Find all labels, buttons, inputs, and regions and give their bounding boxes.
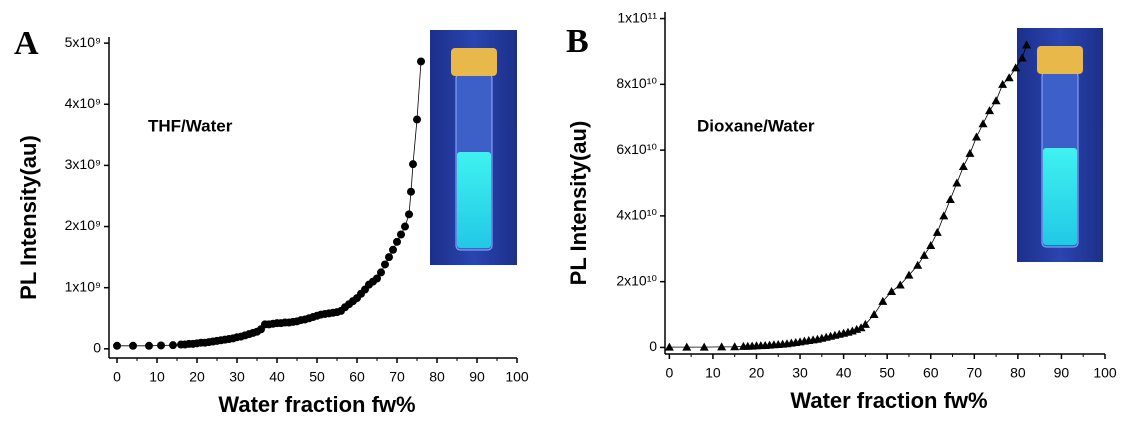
y-axis-label: PL Intensity(au) <box>566 121 591 286</box>
y-tick-label: 2x10¹⁰ <box>616 272 657 288</box>
marker <box>1022 40 1032 49</box>
y-tick-label: 5x10⁹ <box>65 34 101 50</box>
marker <box>129 341 137 350</box>
marker <box>887 287 897 296</box>
x-tick-label: 50 <box>879 365 895 381</box>
marker <box>377 268 385 277</box>
marker <box>878 296 888 305</box>
marker <box>1017 53 1027 62</box>
marker <box>373 274 381 283</box>
marker <box>405 210 413 219</box>
series-line <box>117 61 422 347</box>
x-tick-label: 60 <box>349 369 365 385</box>
annotation: THF/Water <box>148 116 233 135</box>
marker <box>393 237 401 246</box>
marker <box>919 250 929 259</box>
x-tick-label: 70 <box>967 365 983 381</box>
marker <box>113 341 121 350</box>
marker <box>664 342 674 351</box>
x-tick-label: 100 <box>505 369 529 385</box>
x-tick-label: 10 <box>705 365 721 381</box>
marker <box>409 160 417 169</box>
marker <box>939 211 949 220</box>
y-tick-label: 8x10¹⁰ <box>616 75 657 91</box>
marker <box>682 342 692 351</box>
marker <box>417 57 425 66</box>
y-tick-label: 4x10⁹ <box>65 95 101 111</box>
marker <box>145 341 153 350</box>
x-axis-label: Water fraction fw% <box>790 388 987 413</box>
marker <box>958 162 968 171</box>
marker <box>397 230 405 239</box>
x-tick-label: 0 <box>113 369 121 385</box>
marker <box>945 194 955 203</box>
marker <box>699 342 709 351</box>
marker <box>407 187 415 196</box>
marker <box>1004 73 1014 82</box>
y-tick-label: 1x10⁹ <box>65 278 101 294</box>
marker <box>157 341 165 350</box>
x-tick-label: 30 <box>792 365 808 381</box>
y-tick-label: 0 <box>649 338 657 354</box>
vial-photo-a <box>430 30 517 265</box>
series-line <box>669 44 1027 348</box>
marker <box>869 310 879 319</box>
marker <box>904 270 914 279</box>
x-tick-label: 10 <box>149 369 165 385</box>
x-tick-label: 90 <box>469 369 485 385</box>
marker <box>169 341 177 350</box>
x-tick-label: 80 <box>429 369 445 385</box>
x-tick-label: 100 <box>1093 365 1117 381</box>
x-tick-label: 70 <box>389 369 405 385</box>
marker <box>971 132 981 141</box>
marker <box>913 260 923 269</box>
x-tick-label: 60 <box>923 365 939 381</box>
marker <box>381 260 389 269</box>
x-tick-label: 0 <box>665 365 673 381</box>
marker <box>998 79 1008 88</box>
annotation: Dioxane/Water <box>697 116 815 135</box>
y-tick-label: 6x10¹⁰ <box>616 141 657 157</box>
marker <box>730 342 740 351</box>
marker <box>860 319 870 328</box>
y-tick-label: 3x10⁹ <box>65 156 101 172</box>
y-tick-label: 4x10¹⁰ <box>616 207 657 223</box>
x-tick-label: 40 <box>836 365 852 381</box>
x-tick-label: 50 <box>309 369 325 385</box>
x-tick-label: 20 <box>189 369 205 385</box>
marker <box>401 222 409 231</box>
y-tick-label: 0 <box>93 340 101 356</box>
x-axis-label: Water fraction fw% <box>218 392 415 417</box>
marker <box>965 148 975 157</box>
x-tick-label: 20 <box>749 365 765 381</box>
marker <box>952 178 962 187</box>
y-tick-label: 2x10⁹ <box>65 217 101 233</box>
marker <box>895 280 905 289</box>
x-tick-label: 80 <box>1010 365 1026 381</box>
x-tick-label: 30 <box>229 369 245 385</box>
marker <box>932 227 942 236</box>
x-tick-label: 90 <box>1054 365 1070 381</box>
marker <box>926 240 936 249</box>
marker <box>717 342 727 351</box>
panel-label: B <box>566 23 589 60</box>
y-axis-label: PL Intensity(au) <box>16 135 41 300</box>
marker <box>978 119 988 128</box>
panel-label: A <box>14 25 39 62</box>
marker <box>389 245 397 254</box>
y-tick-label: 1x10¹¹ <box>617 9 657 25</box>
marker <box>385 253 393 262</box>
marker <box>1011 63 1021 72</box>
marker <box>985 106 995 115</box>
x-tick-label: 40 <box>269 369 285 385</box>
marker <box>413 115 421 124</box>
marker <box>856 323 866 332</box>
marker <box>991 96 1001 105</box>
vial-photo-b <box>1017 28 1103 262</box>
